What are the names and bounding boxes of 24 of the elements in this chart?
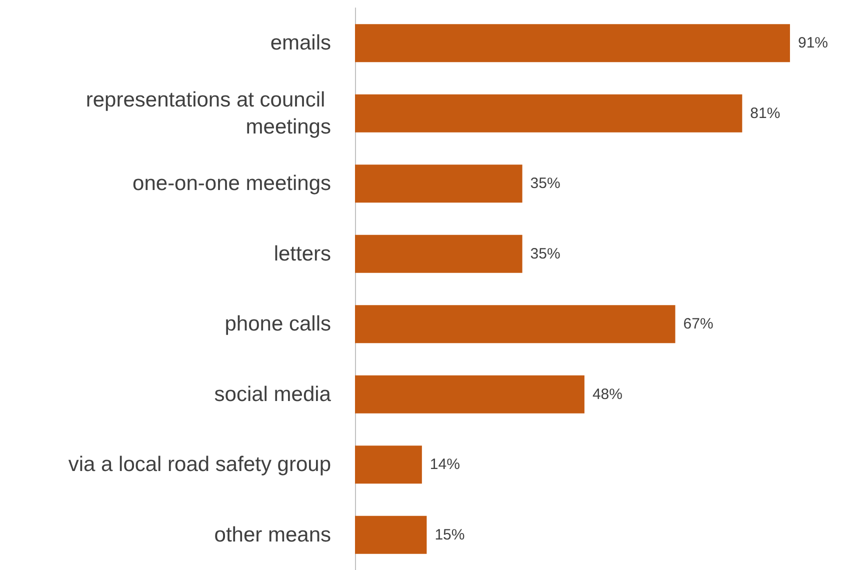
bar [355, 94, 742, 132]
bar [355, 24, 790, 62]
y-tick-label: other means [214, 523, 331, 546]
data-label: 91% [798, 34, 828, 52]
y-tick-label: representations at council meetings [86, 88, 331, 138]
bar [355, 375, 584, 414]
data-label: 14% [430, 456, 460, 474]
y-tick-label: letters [274, 242, 331, 266]
bar [355, 164, 522, 203]
y-tick-label: phone calls [224, 312, 331, 336]
bar [355, 234, 522, 273]
data-label: 48% [592, 386, 622, 403]
data-label: 81% [750, 104, 780, 122]
data-label: 67% [683, 316, 714, 333]
bar [355, 446, 422, 484]
bar [355, 305, 676, 344]
y-tick-label: emails [270, 32, 331, 55]
bar [355, 516, 427, 554]
data-label: 35% [530, 175, 560, 192]
y-tick-label: one-on-one meetings [132, 172, 331, 196]
data-label: 15% [434, 526, 465, 544]
data-label: 35% [530, 245, 560, 262]
y-tick-label: via a local road safety group [68, 453, 331, 476]
y-tick-label: social media [214, 382, 332, 406]
